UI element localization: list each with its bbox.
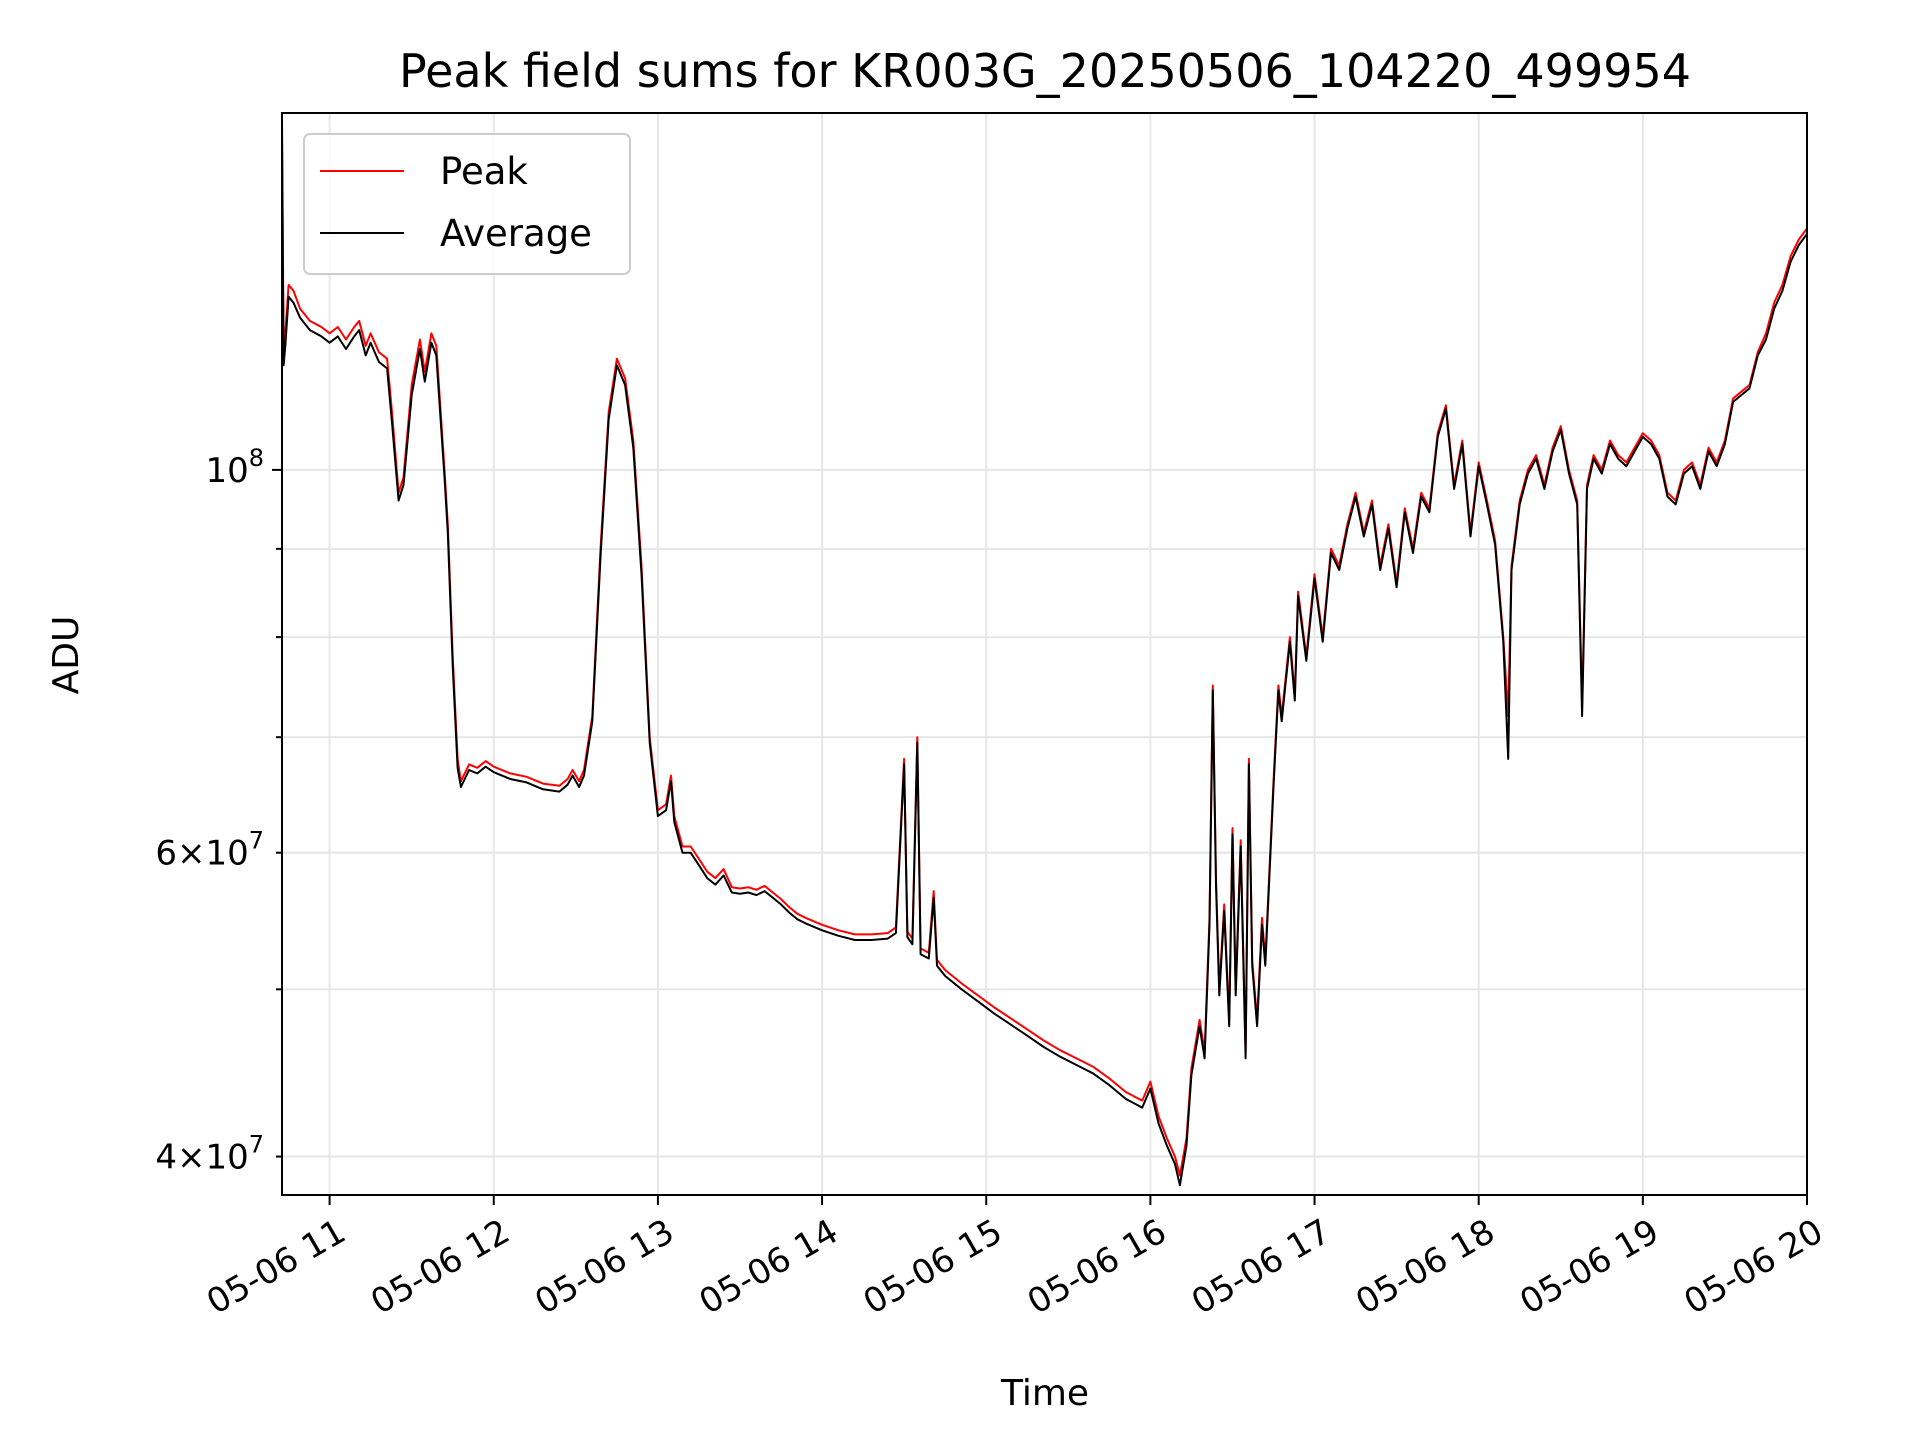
plot-area-frame <box>281 112 1808 1196</box>
legend-box <box>303 133 631 275</box>
x-tick-label: 05-06 19 <box>1513 1212 1665 1323</box>
y-tick-label: 108 <box>205 444 264 491</box>
x-tick-label: 05-06 18 <box>1349 1212 1501 1323</box>
x-tick-label: 05-06 20 <box>1678 1212 1830 1323</box>
series-line-peak <box>282 117 1807 1177</box>
x-tick-label: 05-06 15 <box>857 1212 1009 1323</box>
legend-label-peak: Peak <box>440 150 528 193</box>
x-tick-label: 05-06 12 <box>364 1212 516 1323</box>
legend-label-average: Average <box>440 212 592 255</box>
series-line-average <box>282 136 1807 1187</box>
y-axis-label: ADU <box>46 616 87 695</box>
y-tick-label: 6×107 <box>155 827 264 874</box>
y-tick-label: 4×107 <box>155 1131 264 1178</box>
series-layer <box>282 117 1807 1187</box>
y-axis-ticks: 108 4×107 6×107 <box>155 444 282 1178</box>
x-tick-label: 05-06 16 <box>1021 1212 1173 1323</box>
x-tick-label: 05-06 14 <box>693 1212 845 1323</box>
x-tick-label: 05-06 13 <box>528 1212 680 1323</box>
x-tick-label: 05-06 11 <box>200 1212 352 1323</box>
chart-title: Peak field sums for KR003G_20250506_1042… <box>399 44 1691 98</box>
x-axis-label: Time <box>1000 1373 1089 1414</box>
grid-layer <box>282 113 1808 1195</box>
legend: Peak Average <box>303 133 631 275</box>
x-tick-label: 05-06 17 <box>1185 1212 1337 1323</box>
x-axis-ticks: 05-06 11 05-06 12 05-06 13 05-06 14 05-06 15… <box>200 1195 1830 1323</box>
